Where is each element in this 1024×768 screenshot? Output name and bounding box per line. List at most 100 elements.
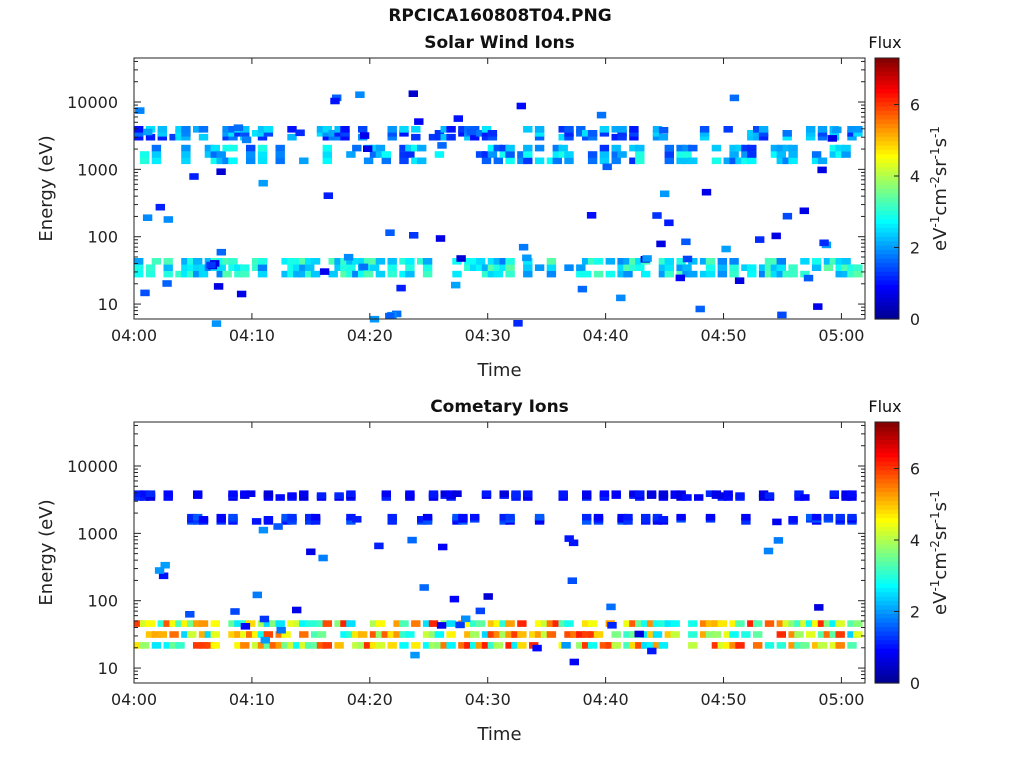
flux-cell — [310, 620, 321, 627]
colorbar-tick-label: 2 — [910, 238, 920, 257]
flux-cell — [363, 157, 374, 165]
flux-cell — [705, 631, 716, 638]
flux-cell — [776, 258, 786, 265]
flux-cell — [841, 264, 851, 271]
x-tick-label: 04:50 — [700, 326, 746, 345]
colorbar-segment — [875, 275, 899, 281]
flux-cell — [517, 151, 527, 158]
flux-cell — [157, 133, 167, 141]
flux-cell — [788, 642, 798, 649]
flux-cell — [776, 620, 786, 627]
flux-cell — [451, 281, 461, 289]
flux-cell — [346, 270, 356, 278]
flux-cell — [523, 144, 533, 152]
flux-cell — [664, 620, 674, 627]
flux-cell — [546, 270, 557, 278]
flux-cell — [187, 270, 197, 278]
flux-cell — [753, 620, 763, 627]
flux-cell — [788, 157, 798, 165]
flux-cell — [617, 126, 627, 133]
colorbar-segment — [875, 591, 899, 597]
flux-cell — [835, 513, 845, 521]
y-axis-label: Energy (eV) — [36, 135, 57, 241]
flux-cell — [747, 151, 757, 158]
flux-cell — [841, 490, 851, 497]
flux-cell — [587, 130, 598, 137]
flux-cell — [375, 258, 386, 265]
flux-cell — [782, 130, 792, 137]
flux-cell — [375, 151, 386, 158]
flux-cell — [753, 133, 763, 141]
flux-cell — [240, 623, 251, 630]
flux-cell — [228, 258, 238, 265]
flux-cell — [281, 513, 291, 521]
flux-cell — [185, 611, 195, 618]
flux-cell — [729, 151, 739, 158]
colorbar-segment — [875, 279, 899, 285]
colorbar-segment — [875, 175, 899, 181]
flux-cell — [411, 620, 421, 627]
flux-cell — [481, 490, 492, 497]
colorbar-title: Flux — [868, 33, 901, 52]
flux-cell — [411, 642, 421, 649]
flux-cell — [428, 133, 439, 141]
flux-cell — [487, 270, 498, 278]
flux-cell — [658, 620, 669, 627]
flux-cell — [841, 258, 851, 265]
flux-cell — [493, 144, 503, 152]
flux-cell — [198, 264, 209, 271]
colorbar: Flux 0 2 4 6 eV-1cm-2sr-1s-1 — [868, 397, 951, 693]
flux-cell — [688, 157, 698, 165]
flux-cell — [561, 642, 571, 649]
flux-cell — [216, 258, 226, 265]
flux-cell — [228, 264, 238, 271]
flux-cell — [623, 264, 633, 271]
flux-cell — [375, 631, 386, 638]
flux-cell — [135, 107, 145, 114]
flux-cell — [646, 620, 657, 627]
colorbar-segment — [875, 674, 899, 680]
flux-cell — [475, 620, 486, 627]
flux-cell — [181, 258, 191, 265]
flux-cell — [157, 130, 167, 137]
colorbar-segment — [875, 495, 899, 501]
flux-cell — [629, 620, 639, 627]
flux-cell — [711, 631, 722, 638]
flux-cell — [385, 229, 395, 236]
flux-cell — [275, 157, 285, 165]
flux-cell — [299, 270, 309, 278]
colorbar-segment — [875, 665, 899, 671]
flux-cell — [198, 620, 209, 627]
flux-cell — [236, 290, 247, 298]
flux-cell — [295, 129, 305, 137]
flux-cell — [458, 642, 468, 649]
flux-cell — [234, 130, 244, 137]
flux-cell — [847, 126, 857, 133]
colorbar-segment — [875, 452, 899, 458]
flux-cell — [847, 631, 857, 638]
flux-cell — [656, 240, 666, 248]
flux-cell — [505, 151, 515, 158]
flux-cell — [487, 258, 498, 265]
flux-cell — [175, 620, 185, 627]
flux-cell — [458, 513, 468, 521]
flux-cell — [641, 513, 651, 521]
flux-cell — [181, 270, 191, 278]
colorbar-segment — [875, 578, 899, 584]
flux-cell — [523, 490, 533, 497]
flux-cell — [741, 518, 751, 525]
flux-cell — [688, 631, 698, 638]
flux-cell — [181, 151, 191, 158]
colorbar-segment — [875, 626, 899, 632]
flux-cell — [676, 151, 686, 158]
flux-cell — [240, 631, 250, 638]
flux-cell — [396, 284, 406, 292]
flux-cell — [806, 513, 816, 521]
flux-cell — [340, 130, 350, 137]
colorbar-segment — [875, 574, 899, 580]
flux-cell — [847, 642, 857, 649]
flux-cell — [456, 255, 466, 262]
flux-cell — [399, 620, 409, 627]
flux-cell — [523, 264, 533, 271]
flux-cell — [629, 133, 639, 141]
